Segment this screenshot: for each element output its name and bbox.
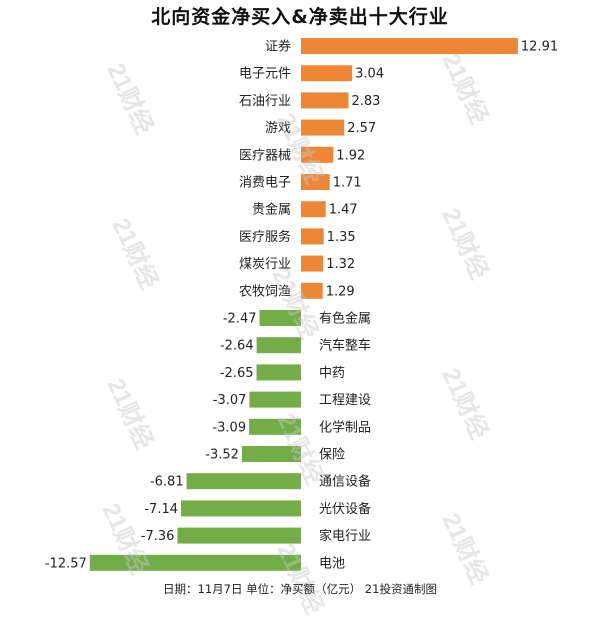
bar bbox=[181, 500, 301, 517]
value-label: -3.52 bbox=[205, 448, 239, 463]
category-label: 化学制品 bbox=[319, 419, 371, 435]
category-label: 消费电子 bbox=[239, 176, 291, 191]
value-label: -12.57 bbox=[45, 556, 87, 571]
category-label: 煤炭行业 bbox=[239, 257, 291, 272]
bar bbox=[259, 310, 301, 326]
value-label: 2.57 bbox=[347, 121, 376, 136]
value-label: -7.14 bbox=[144, 502, 178, 517]
bar bbox=[241, 446, 301, 462]
category-label: 工程建设 bbox=[319, 393, 371, 408]
value-label: -2.64 bbox=[220, 339, 254, 354]
value-label: 1.47 bbox=[329, 203, 358, 218]
bar bbox=[301, 174, 330, 190]
bar bbox=[301, 282, 323, 299]
value-label: 1.35 bbox=[327, 230, 356, 245]
bar bbox=[301, 228, 324, 245]
bar bbox=[89, 554, 301, 571]
category-label: 通信设备 bbox=[319, 474, 371, 490]
chart-footer: 日期：11月7日 单位：净买额（亿元） 21投资通制图 bbox=[163, 582, 437, 596]
category-label: 石油行业 bbox=[239, 94, 291, 109]
category-label: 农牧饲渔 bbox=[239, 284, 291, 299]
value-label: -6.81 bbox=[150, 475, 184, 490]
bar-chart: 证券 12.91 电子元件 3.04 石油行业 2.83 游戏 2.57 医疗器械 1.92 消费电… bbox=[45, 38, 558, 571]
value-label: 1.29 bbox=[326, 284, 355, 299]
bar bbox=[249, 418, 301, 435]
bar bbox=[256, 337, 301, 354]
bar bbox=[177, 527, 301, 544]
bar bbox=[301, 92, 349, 109]
value-label: 3.04 bbox=[355, 67, 384, 82]
value-label: 1.71 bbox=[333, 176, 362, 191]
category-label: 家电行业 bbox=[319, 528, 371, 544]
bar bbox=[249, 391, 301, 408]
category-label: 光伏设备 bbox=[319, 501, 371, 517]
bar bbox=[301, 38, 518, 54]
value-label: -2.47 bbox=[223, 312, 257, 327]
category-label: 医疗器械 bbox=[239, 148, 291, 163]
category-label: 医疗服务 bbox=[239, 229, 291, 245]
value-label: 1.32 bbox=[326, 257, 355, 272]
bar bbox=[301, 201, 326, 218]
bar bbox=[301, 65, 353, 82]
bar bbox=[186, 473, 301, 490]
category-label: 游戏 bbox=[265, 121, 291, 136]
value-label: -3.07 bbox=[213, 393, 247, 408]
value-label: 1.92 bbox=[336, 148, 365, 163]
value-label: 2.83 bbox=[352, 94, 381, 109]
value-label: -2.65 bbox=[220, 366, 254, 381]
category-label: 中药 bbox=[319, 366, 345, 381]
category-label: 有色金属 bbox=[319, 311, 371, 327]
bar bbox=[256, 364, 301, 381]
bar bbox=[301, 146, 334, 163]
bar bbox=[301, 255, 324, 272]
value-label: -3.09 bbox=[212, 420, 246, 435]
category-label: 贵金属 bbox=[252, 202, 291, 218]
chart-root: 北向资金净买入&净卖出十大行业 21财经 21财经 21财经 21财经 21财经 21财经… bbox=[45, 6, 558, 618]
value-label: 12.91 bbox=[521, 40, 558, 55]
category-label: 电池 bbox=[319, 556, 345, 571]
category-label: 电子元件 bbox=[239, 67, 291, 82]
bar bbox=[301, 119, 345, 136]
value-label: -7.36 bbox=[141, 529, 175, 544]
category-label: 证券 bbox=[265, 39, 291, 55]
chart-title: 北向资金净买入&净卖出十大行业 bbox=[151, 6, 449, 28]
category-label: 保险 bbox=[319, 448, 345, 463]
category-label: 汽车整车 bbox=[319, 338, 371, 354]
